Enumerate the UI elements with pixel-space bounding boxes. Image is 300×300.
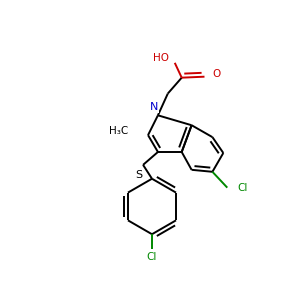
Text: Cl: Cl: [237, 183, 248, 193]
Text: S: S: [136, 170, 143, 180]
Text: N: N: [150, 102, 158, 112]
Text: H₃C: H₃C: [109, 126, 128, 136]
Text: Cl: Cl: [147, 252, 157, 262]
Text: O: O: [212, 69, 221, 79]
Text: HO: HO: [153, 53, 169, 63]
